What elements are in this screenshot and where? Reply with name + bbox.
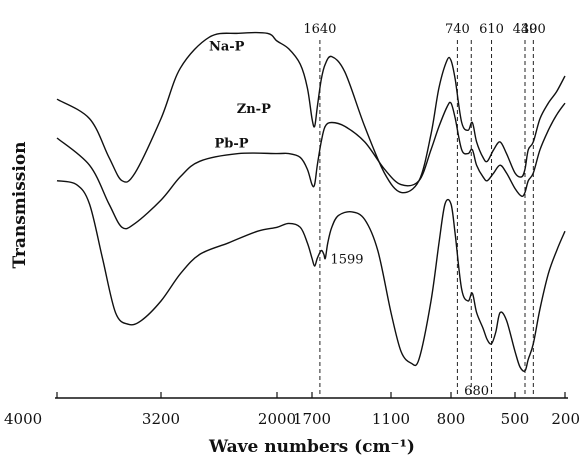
x-tick-label-4000: 4000 (4, 410, 42, 428)
annotation-680: 680 (464, 384, 489, 399)
spectra-series (56, 31, 566, 372)
series-line-pb-p (56, 180, 566, 372)
series-line-na-p (56, 31, 566, 194)
marker-label-740: 740 (445, 22, 470, 37)
marker-label-390: 390 (521, 22, 546, 37)
series-line-zn-p (56, 101, 566, 230)
series-label-zn-p: Zn-P (237, 102, 271, 117)
x-tick-label-3200: 3200 (142, 410, 180, 428)
x-tick-label-1700: 1700 (293, 410, 331, 428)
x-tick-label-800: 800 (437, 410, 466, 428)
y-axis-label: Transmission (10, 141, 30, 268)
marker-label-1640: 1640 (303, 22, 336, 37)
annotation-1599: 1599 (330, 252, 363, 267)
marker-label-610: 610 (479, 22, 504, 37)
x-tick-label-500: 500 (501, 410, 530, 428)
peak-annotations: 1599 680 (330, 252, 489, 399)
x-tick-label-2000: 2000 (258, 410, 296, 428)
series-label-pb-p: Pb-P (215, 137, 249, 152)
marker-label-440: 440 (513, 22, 538, 37)
x-tick-label-200: 200 (551, 410, 580, 428)
x-axis-label: Wave numbers (cm⁻¹) (208, 437, 415, 457)
x-tick-label-1100: 1100 (372, 410, 410, 428)
series-label-na-p: Na-P (209, 40, 245, 55)
series-labels: Na-P Zn-P Pb-P (209, 40, 271, 152)
